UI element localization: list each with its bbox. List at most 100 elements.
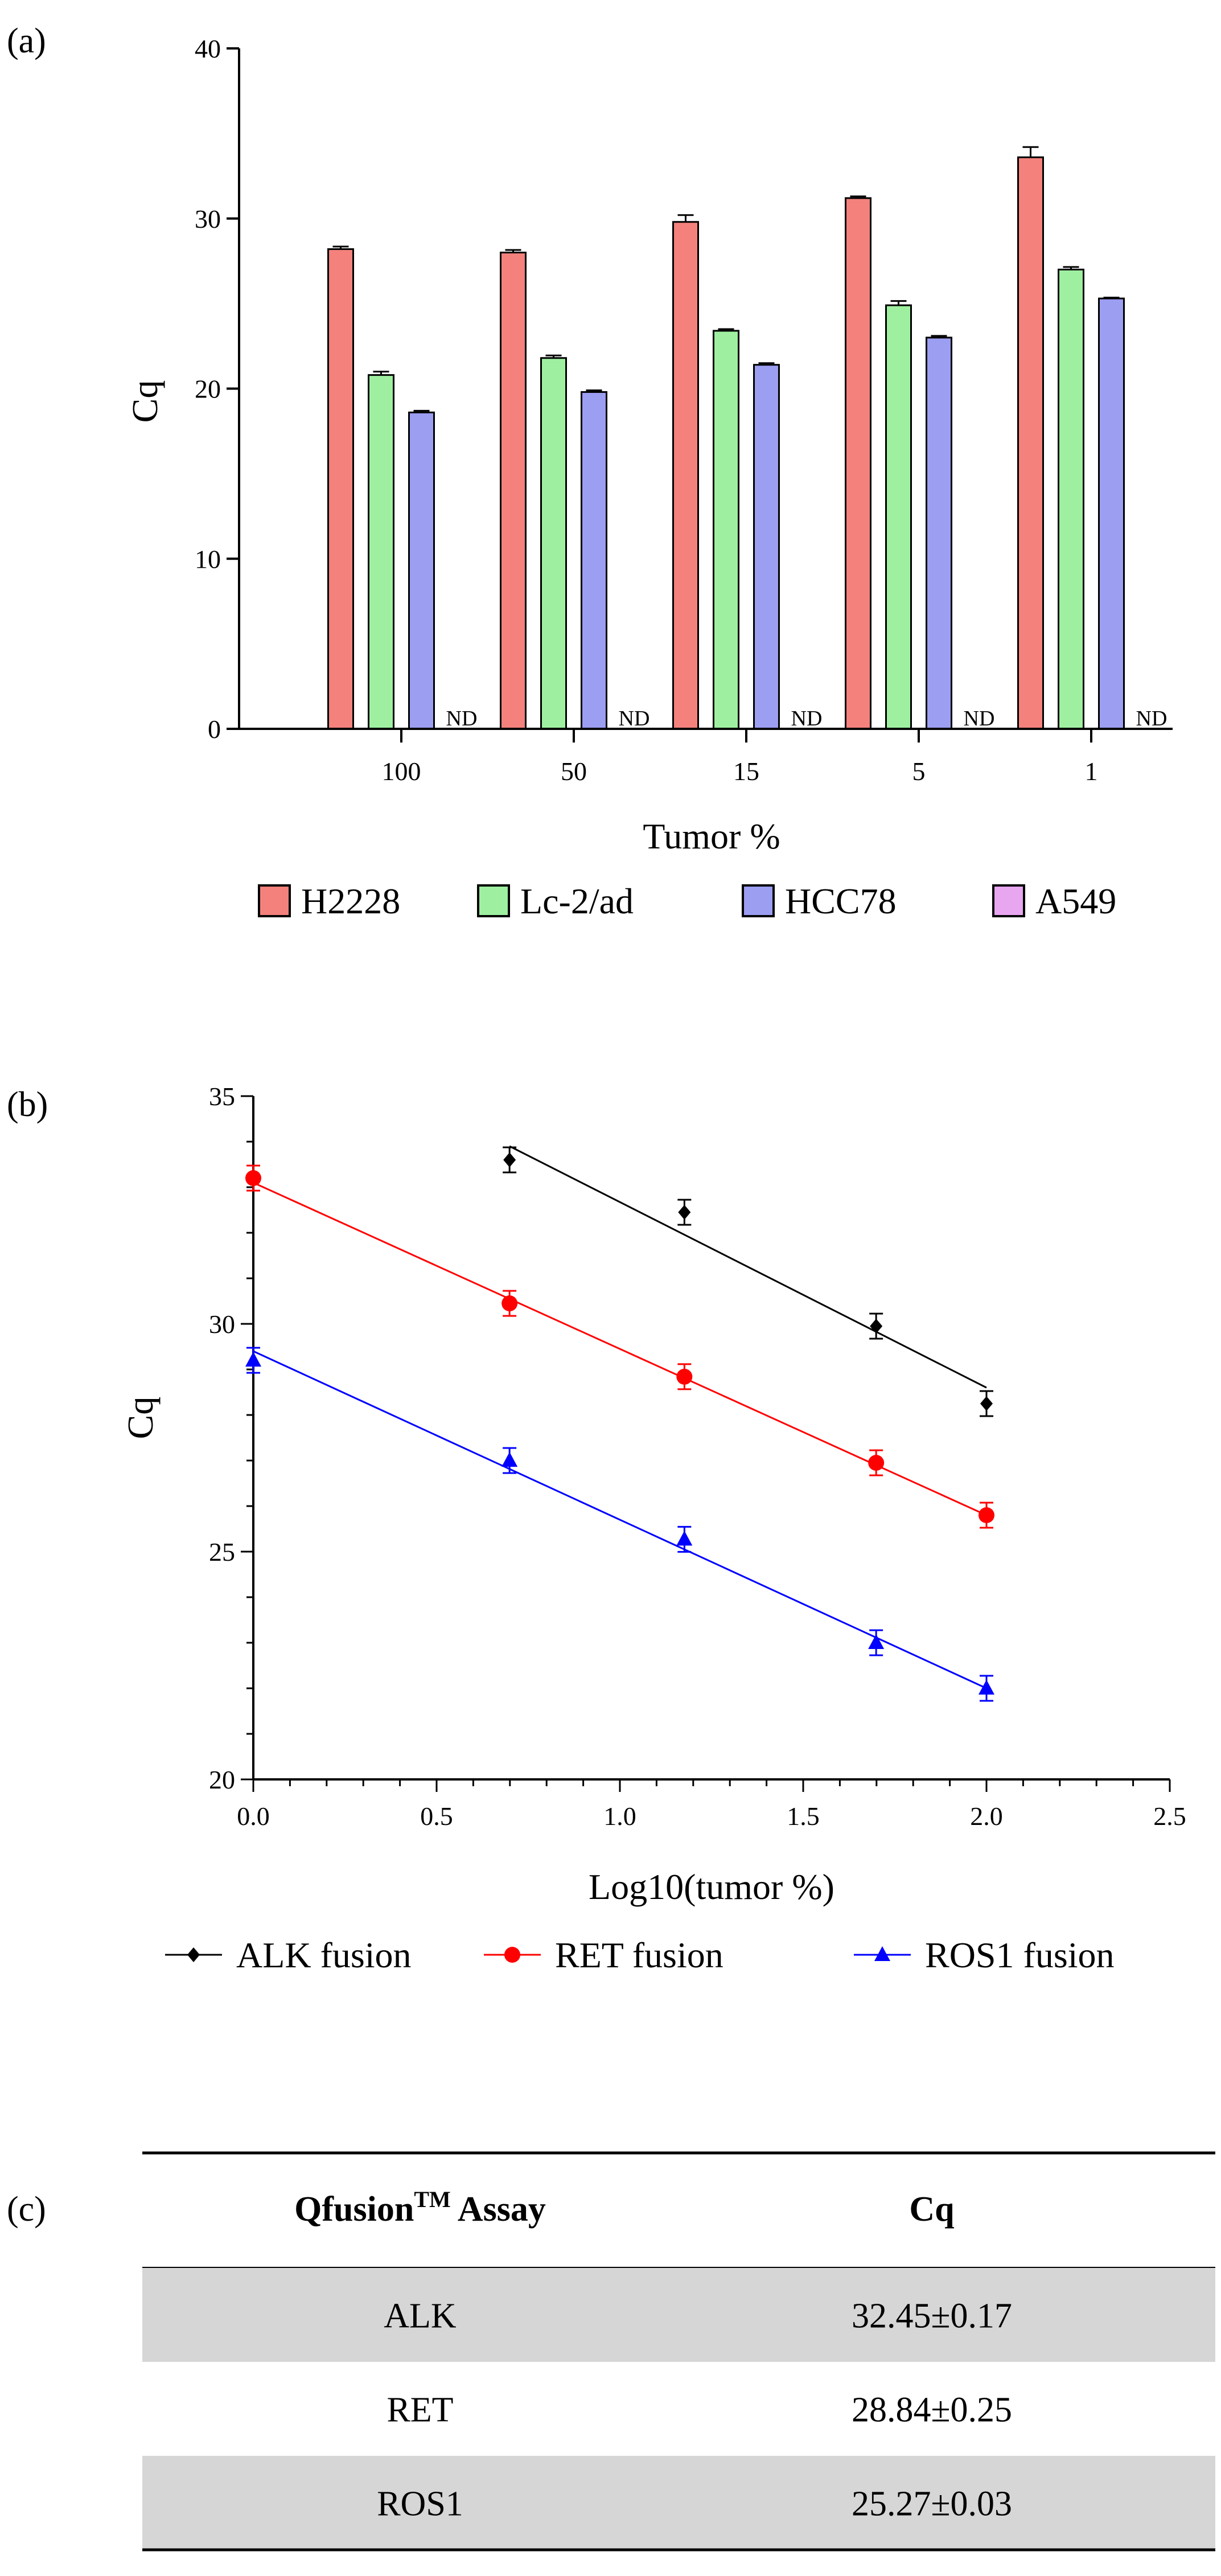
- row-shade: [142, 2456, 1215, 2550]
- data-point: [501, 1295, 518, 1311]
- bar: [1017, 156, 1044, 730]
- bar: [672, 221, 699, 730]
- header-assay: QfusionTM Assay: [294, 2187, 546, 2229]
- scatter-chart-panel: (b) 20 25 30 35 0.0 0.5 1.0 1.5 2.0 2.5 Cq Log10…: [7, 1082, 1186, 1975]
- nd-label: ND: [619, 707, 650, 731]
- cell-assay: RET: [387, 2391, 453, 2430]
- x-tick-label: 15: [733, 757, 759, 786]
- bar: [1058, 268, 1084, 730]
- legend-marker: [187, 1947, 200, 1962]
- y-tick-label: 20: [209, 1765, 235, 1794]
- legend-label: H2228: [301, 881, 400, 921]
- x-tick-label: 1: [1085, 757, 1098, 786]
- scatter-chart-x-axis-label: Log10(tumor %): [589, 1867, 834, 1907]
- bar: [713, 330, 739, 730]
- scatter-chart-axes: [252, 1096, 1170, 1781]
- data-point: [979, 1680, 994, 1695]
- y-tick-label: 10: [195, 544, 221, 573]
- data-point: [979, 1507, 994, 1523]
- x-tick-label: 0.0: [237, 1802, 270, 1831]
- data-point: [868, 1455, 885, 1471]
- nd-label: ND: [791, 707, 823, 731]
- legend-label: A549: [1035, 881, 1116, 921]
- data-point: [676, 1531, 693, 1546]
- data-point: [678, 1205, 691, 1220]
- cell-assay: ROS1: [377, 2485, 463, 2524]
- legend-swatch: [742, 884, 775, 917]
- data-point: [676, 1368, 693, 1385]
- header-cq: Cq: [909, 2190, 954, 2229]
- legend-label: RET fusion: [555, 1935, 723, 1975]
- y-tick-label: 30: [209, 1310, 235, 1339]
- bar: [885, 304, 912, 730]
- bar: [368, 374, 394, 730]
- cq-table: QfusionTM Assay Cq ALK 32.45±0.17 RET 28.84±0…: [142, 2151, 1215, 2552]
- row-shade: [142, 2268, 1215, 2362]
- cell-assay: ALK: [384, 2297, 457, 2336]
- x-tick-label: 50: [561, 757, 587, 786]
- scatter-chart-y-axis-label: Cq: [120, 1397, 161, 1439]
- header-assay-superscript: TM: [414, 2187, 450, 2212]
- bar: [753, 364, 780, 730]
- legend-swatch: [477, 884, 510, 917]
- y-tick-label: 35: [209, 1082, 235, 1111]
- scatter-series-group: [245, 1145, 994, 1702]
- legend-marker: [504, 1947, 520, 1963]
- nd-label: ND: [964, 707, 995, 731]
- y-tick-label: 0: [208, 715, 221, 744]
- bar-series-group: ND ND ND ND ND: [327, 146, 1167, 731]
- nd-label: ND: [1136, 707, 1167, 731]
- data-point: [503, 1152, 516, 1167]
- nd-label: ND: [446, 707, 478, 731]
- panel-b-label: (b): [7, 1085, 48, 1124]
- cell-cq: 32.45±0.17: [852, 2297, 1012, 2336]
- x-tick-label: 1.5: [787, 1802, 820, 1831]
- y-tick-label: 40: [195, 34, 221, 63]
- scatter-chart-y-ticks: 20 25 30 35: [209, 1082, 253, 1794]
- bar: [581, 391, 607, 730]
- scatter-chart-legend: ALK fusion RET fusion ROS1 fusion: [165, 1935, 1115, 1975]
- bar: [327, 248, 354, 730]
- legend-swatch: [258, 884, 291, 917]
- fit-line: [509, 1145, 987, 1389]
- data-point: [245, 1170, 261, 1186]
- scatter-chart-x-ticks: 0.0 0.5 1.0 1.5 2.0 2.5: [237, 1779, 1186, 1831]
- bar-chart-legend: H2228 Lc-2/ad HCC78 A549: [258, 881, 1116, 921]
- data-point: [501, 1452, 518, 1467]
- x-tick-label: 100: [382, 757, 421, 786]
- bar-chart-panel: (a) ND ND ND ND ND 0 10 20 30 40 100 50 15 5 1 Cq Tu…: [7, 22, 1173, 921]
- header-assay-main: Qfusion: [294, 2190, 414, 2229]
- bar: [1098, 297, 1125, 730]
- bar-chart-x-ticks: 100 50 15 5 1: [382, 729, 1098, 786]
- cell-cq: 25.27±0.03: [852, 2485, 1012, 2524]
- y-tick-label: 25: [209, 1537, 235, 1566]
- data-point: [868, 1634, 885, 1649]
- x-tick-label: 5: [912, 757, 926, 786]
- bar: [540, 357, 567, 730]
- x-tick-label: 2.5: [1153, 1802, 1186, 1831]
- legend-label: ROS1 fusion: [925, 1935, 1115, 1975]
- legend-label: HCC78: [785, 881, 897, 921]
- fit-line: [253, 1350, 987, 1689]
- bar: [845, 197, 871, 730]
- table-panel: (c) QfusionTM Assay Cq ALK 32.45±0.17 RET 28.…: [7, 2151, 1215, 2552]
- bar-chart-x-axis-label: Tumor %: [643, 816, 780, 856]
- bar: [926, 337, 952, 730]
- x-tick-label: 0.5: [420, 1802, 453, 1831]
- legend-swatch: [992, 884, 1025, 917]
- header-assay-tail: Assay: [451, 2190, 546, 2229]
- legend-label: ALK fusion: [236, 1935, 412, 1975]
- legend-marker: [874, 1946, 890, 1961]
- bar-chart-y-ticks: 0 10 20 30 40: [195, 34, 239, 744]
- y-tick-label: 20: [195, 375, 221, 404]
- bar: [500, 252, 527, 730]
- legend-label: Lc-2/ad: [520, 881, 634, 921]
- data-point: [870, 1319, 883, 1334]
- cell-cq: 28.84±0.25: [852, 2391, 1012, 2430]
- bar-chart-y-axis-label: Cq: [125, 380, 165, 423]
- bar: [408, 411, 435, 730]
- fit-line: [253, 1182, 987, 1516]
- y-tick-label: 30: [195, 204, 221, 233]
- x-tick-label: 2.0: [970, 1802, 1003, 1831]
